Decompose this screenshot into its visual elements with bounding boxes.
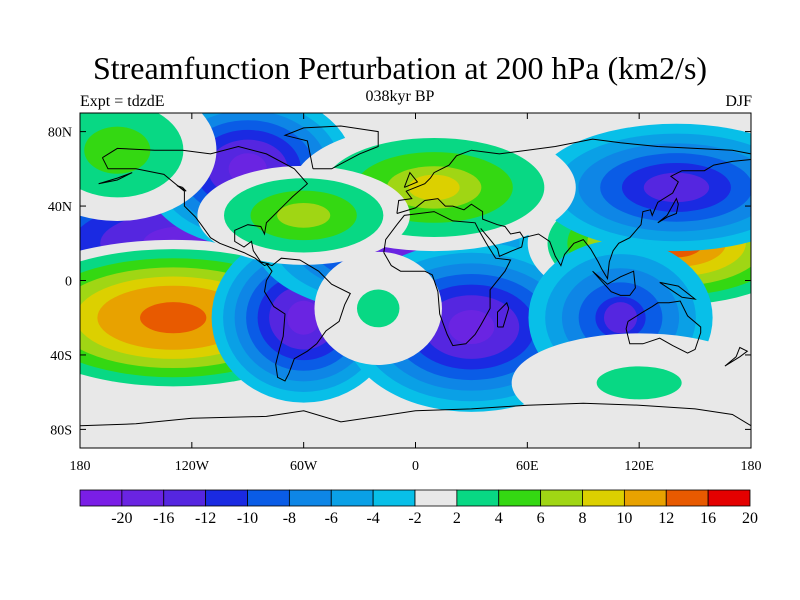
colorbar-label: 20 (742, 510, 758, 527)
contour-band (643, 172, 710, 203)
anomaly-center (197, 165, 410, 265)
coastline (383, 211, 512, 347)
colorbar-label: 12 (658, 510, 674, 527)
x-tick-label: 180 (741, 459, 762, 474)
contour-band (596, 366, 682, 400)
contour-band (84, 126, 151, 174)
contour-band (140, 302, 207, 334)
colorbar-swatch (163, 489, 207, 507)
colorbar-label: 4 (495, 510, 503, 527)
colorbar-label: 6 (537, 510, 545, 527)
colorbar-label: -10 (237, 510, 258, 527)
colorbar-swatch (665, 489, 709, 507)
colorbar-label: -16 (153, 510, 174, 527)
contour-band (356, 289, 400, 328)
y-tick-label: 80N (48, 126, 72, 141)
y-tick-label: 40N (48, 200, 72, 215)
anomaly-center (80, 113, 217, 221)
coastline (403, 171, 419, 188)
colorbar-swatch (540, 489, 583, 507)
colorbar-label: -4 (366, 510, 379, 527)
x-tick-label: 0 (412, 459, 419, 474)
chart-title: Streamfunction Perturbation at 200 hPa (… (92, 50, 708, 86)
coastline (176, 185, 187, 192)
coastline (101, 145, 309, 267)
colorbar-label: -8 (283, 510, 296, 527)
colorbar-swatch (582, 489, 625, 507)
coastline (724, 346, 749, 367)
colorbar-label: -12 (195, 510, 216, 527)
colorbar-swatch (623, 489, 667, 507)
colorbar-label: 8 (579, 510, 587, 527)
colorbar-swatch (498, 489, 542, 507)
contour-band (408, 174, 460, 201)
y-tick-label: 0 (65, 275, 72, 290)
colorbar-swatch (288, 489, 332, 507)
y-tick-label: 40S (50, 349, 72, 364)
colorbar: -20 -16 -12 -10 -8 -6 -4 -2 2 4 6 8 10 12 16 20 (79, 489, 758, 527)
anomaly-center (314, 251, 442, 365)
coastline (497, 301, 510, 328)
anomaly-center (511, 333, 751, 433)
contour-band (287, 300, 321, 335)
coastline (523, 159, 751, 281)
colorbar-label: -2 (408, 510, 421, 527)
colorbar-swatch (707, 489, 751, 507)
coastline (80, 402, 751, 427)
coastline (592, 270, 636, 296)
contour-fill (80, 113, 751, 433)
y-axis: 80N 40N 0 40S 80S (48, 126, 751, 438)
x-tick-label: 120E (624, 459, 654, 474)
colorbar-swatch (247, 489, 290, 507)
colorbar-label: -6 (325, 510, 338, 527)
x-tick-label: 60W (290, 459, 318, 474)
coastline (625, 300, 702, 354)
colorbar-label: 2 (453, 510, 461, 527)
coastline (396, 198, 525, 257)
x-tick-label: 60E (516, 459, 539, 474)
colorbar-swatch (372, 489, 416, 507)
experiment-label: Expt = tdzdE (80, 93, 165, 110)
colorbar-swatch (121, 489, 165, 507)
x-tick-label: 120W (175, 459, 210, 474)
colorbar-swatch (330, 489, 374, 507)
colorbar-label: -20 (111, 510, 132, 527)
x-tick-label: 180 (70, 459, 91, 474)
coastline (263, 257, 351, 382)
season-label: DJF (725, 93, 752, 110)
colorbar-swatch (456, 489, 500, 507)
coastline (659, 281, 697, 300)
colorbar-swatch (414, 489, 458, 507)
y-tick-label: 80S (50, 423, 72, 438)
coastline (396, 138, 751, 214)
coastline (283, 125, 379, 170)
colorbar-label: 10 (616, 510, 632, 527)
colorbar-label: 16 (700, 510, 716, 527)
contour-band (277, 202, 331, 228)
contour-band (603, 302, 638, 334)
colorbar-swatch (205, 489, 248, 507)
coastlines (80, 125, 751, 427)
x-axis: 180 120W 60W 0 60E 120E 180 (70, 113, 762, 474)
colorbar-swatch (79, 489, 123, 507)
coastline (657, 197, 679, 224)
contour-band (448, 310, 495, 345)
chart-subtitle: 038kyr BP (365, 88, 435, 105)
coastline (98, 172, 133, 185)
